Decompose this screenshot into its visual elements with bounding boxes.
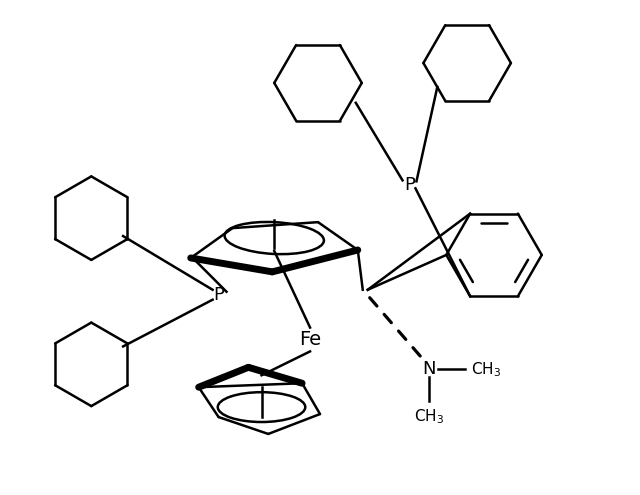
Text: P: P [404, 176, 415, 195]
Text: Fe: Fe [299, 330, 321, 349]
Text: CH$_3$: CH$_3$ [471, 360, 501, 379]
Text: N: N [422, 360, 436, 378]
Text: CH$_3$: CH$_3$ [414, 408, 444, 426]
Text: P: P [213, 286, 224, 304]
